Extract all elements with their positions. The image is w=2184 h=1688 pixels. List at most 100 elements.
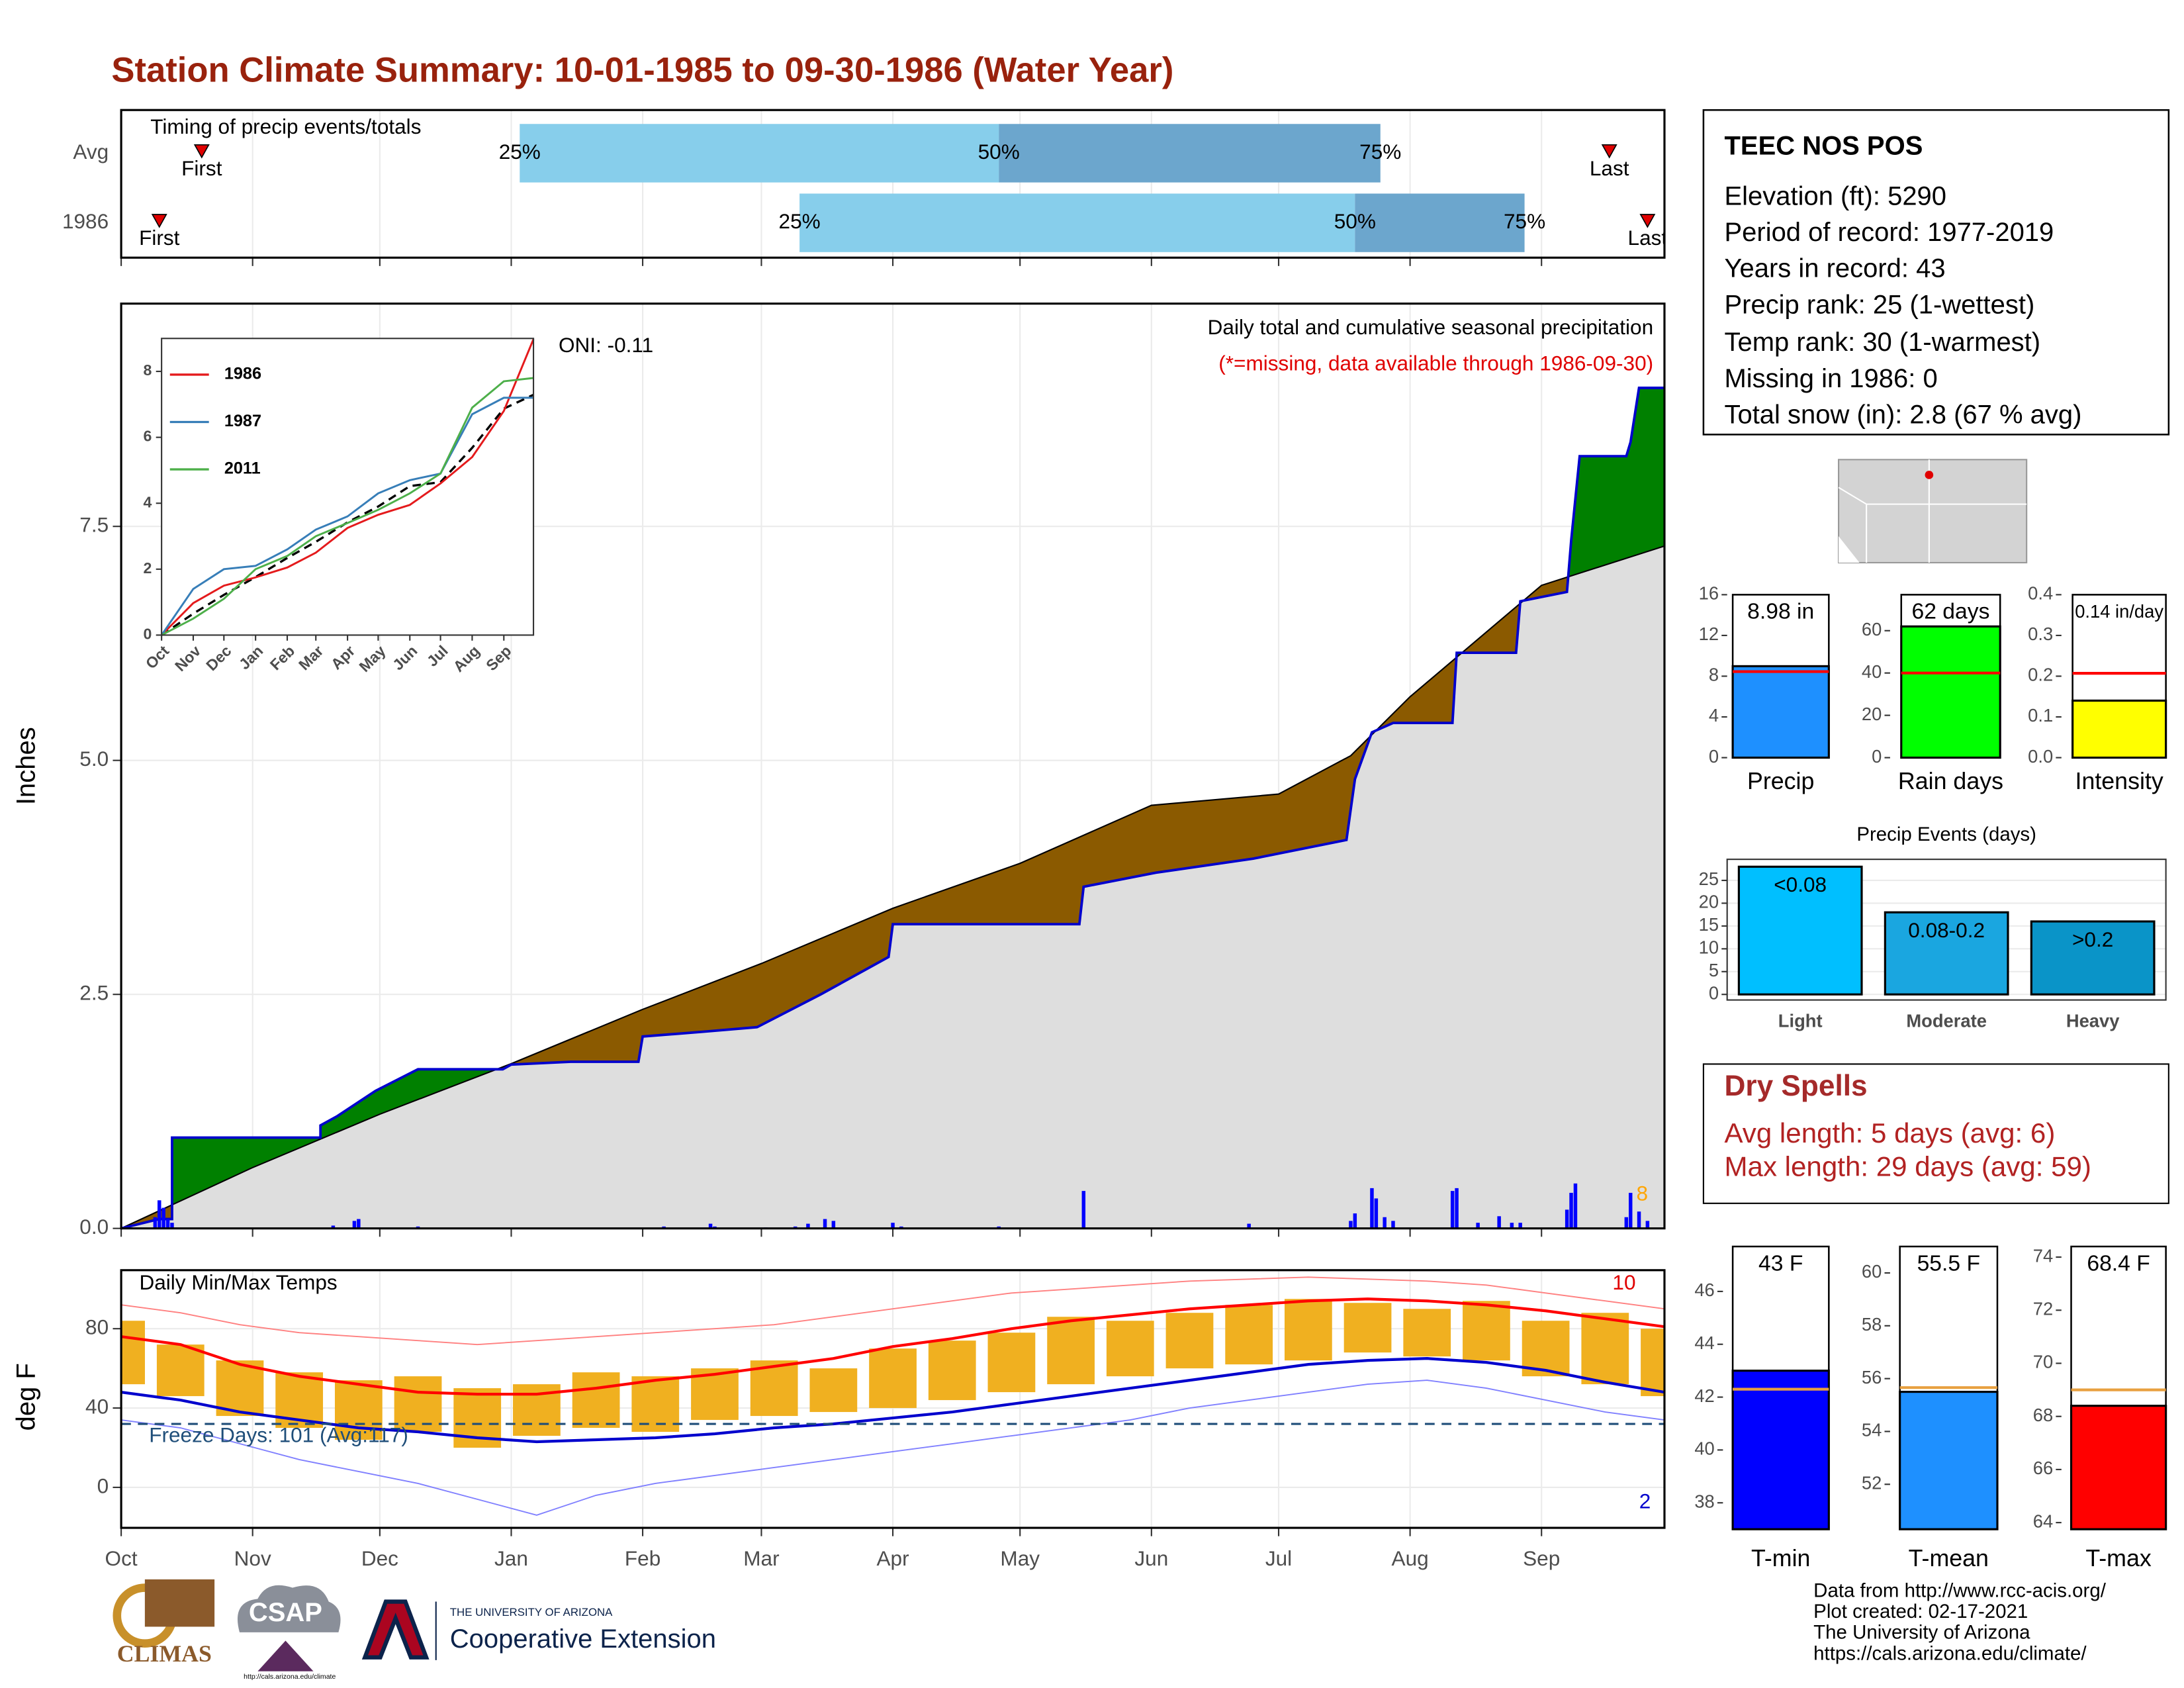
x-tick-label: Moderate	[1906, 1011, 1987, 1031]
observed-line	[120, 387, 1664, 1230]
y-tick-label: 46	[1694, 1280, 1714, 1300]
daily-bar	[891, 1223, 895, 1229]
panel-title: Daily Min/Max Temps	[139, 1270, 337, 1294]
y-tick-label: 8	[144, 361, 152, 379]
y-tick-label: 38	[1694, 1491, 1714, 1511]
x-tick-label: Light	[1778, 1011, 1823, 1031]
daily-bar	[170, 1223, 174, 1229]
bar	[2070, 1405, 2167, 1530]
y-tick-label: 6	[144, 428, 152, 445]
panel-title: Precip Events (days)	[1856, 823, 2036, 845]
quantile-label: 25%	[499, 140, 541, 164]
bar	[1900, 625, 2001, 759]
station-line: Missing in 1986: 0	[1724, 364, 1937, 393]
range-bar	[1355, 193, 1525, 252]
y-tick-label: 5.0	[79, 747, 109, 771]
ua-logo: THE UNIVERSITY OF ARIZONA Cooperative Ex…	[361, 1599, 716, 1660]
logo-cloud	[237, 1585, 341, 1632]
y-tick-label: 60	[1862, 619, 1882, 639]
series-line	[160, 397, 534, 636]
y-tick-label: 64	[2033, 1511, 2053, 1531]
temp-range-bar	[1225, 1305, 1273, 1365]
y-tick-label: 20	[1862, 704, 1882, 724]
logo-text: THE UNIVERSITY OF ARIZONA	[450, 1606, 613, 1618]
event-label: Last	[1590, 156, 1629, 180]
x-tick-label: May	[1000, 1546, 1040, 1570]
y-tick-label: 58	[1862, 1314, 1882, 1335]
daily-bar	[831, 1221, 836, 1229]
event-label: First	[181, 156, 222, 180]
y-tick-label: 72	[2033, 1299, 2053, 1319]
y-tick-label: 42	[1694, 1385, 1714, 1406]
temp-range-bar	[572, 1372, 620, 1429]
y-tick-label: 40	[1694, 1438, 1714, 1459]
temp-range-bar	[1047, 1317, 1095, 1385]
quantile-label: 75%	[1359, 140, 1401, 164]
y-tick-label: 20	[1699, 892, 1719, 912]
y-tick-label: 5	[1709, 960, 1719, 980]
daily-bar	[1510, 1223, 1514, 1229]
legend-label: 1986	[224, 365, 261, 383]
daily-bar	[1565, 1209, 1569, 1229]
logo-text: CSAP	[249, 1598, 322, 1627]
x-tick-label: Apr	[876, 1546, 909, 1570]
value-label: 0.14 in/day	[2075, 601, 2163, 622]
y-tick-label: 0.1	[2028, 705, 2053, 726]
page-title: Station Climate Summary: 10-01-1985 to 0…	[111, 50, 1173, 89]
panel-title: Daily total and cumulative seasonal prec…	[1208, 315, 1653, 339]
event-marker	[1601, 144, 1617, 159]
range-bar	[799, 193, 1355, 252]
climas-logo: CLIMAS	[113, 1579, 215, 1667]
quantile-label: 75%	[1504, 209, 1545, 233]
daily-bar	[1476, 1223, 1480, 1229]
temp-range-bar	[1343, 1303, 1392, 1353]
y-tick-label: 40	[1862, 661, 1882, 682]
y-tick-label: 56	[1862, 1367, 1882, 1387]
y-tick-label: 60	[1862, 1261, 1882, 1282]
temp-range-bar	[987, 1333, 1036, 1393]
bar	[1731, 1370, 1830, 1530]
y-tick-label: 4	[1709, 705, 1719, 726]
temp-range-bar	[121, 1321, 145, 1385]
daily-bar	[1450, 1191, 1455, 1229]
daily-bar	[1518, 1223, 1522, 1229]
series-line	[161, 377, 534, 636]
temp-range-bar	[394, 1376, 442, 1432]
logo-mountain	[257, 1640, 314, 1671]
daily-bar	[823, 1219, 827, 1229]
y-tick-label: 68	[2033, 1405, 2053, 1425]
y-axis-label: Inches	[12, 727, 41, 805]
station-line: Precip rank: 25 (1-wettest)	[1724, 290, 2034, 319]
y-tick-label: 54	[1862, 1420, 1882, 1440]
y-tick-label: 0	[1709, 982, 1719, 1003]
locator-map	[1838, 459, 2028, 564]
daily-bar	[161, 1207, 165, 1229]
bin-label: >0.2	[2072, 927, 2113, 951]
daily-bar	[352, 1221, 357, 1229]
daily-bar	[357, 1219, 361, 1229]
daily-bar	[165, 1219, 170, 1229]
avg-min-line	[121, 1357, 1664, 1444]
logo-shape	[144, 1579, 215, 1627]
quantile-label: 25%	[779, 209, 821, 233]
footer-line: https://cals.arizona.edu/climate/	[1813, 1642, 2087, 1664]
daily-bar	[1629, 1192, 1633, 1229]
daily-bar	[158, 1200, 161, 1229]
daily-bar	[1349, 1221, 1353, 1229]
csap-logo: CSAP http://cals.arizona.edu/climate	[237, 1585, 341, 1681]
x-tick-label: T-min	[1751, 1545, 1810, 1571]
bin-label: 0.08-0.2	[1908, 918, 1985, 942]
event-marker	[1639, 214, 1656, 228]
x-tick-label: Nov	[234, 1546, 271, 1570]
y-tick-label: 52	[1862, 1473, 1882, 1493]
temp-range-bar	[1106, 1321, 1154, 1377]
dry-spells-line: Max length: 29 days (avg: 59)	[1724, 1150, 2091, 1182]
event-marker	[151, 214, 167, 228]
daily-bar	[708, 1223, 713, 1229]
x-tick-label: Feb	[625, 1546, 660, 1570]
x-tick-label: Rain days	[1898, 768, 2003, 794]
logo-a	[361, 1599, 430, 1660]
x-tick-label: Sep	[1523, 1546, 1560, 1570]
temp-range-bar	[869, 1348, 917, 1409]
